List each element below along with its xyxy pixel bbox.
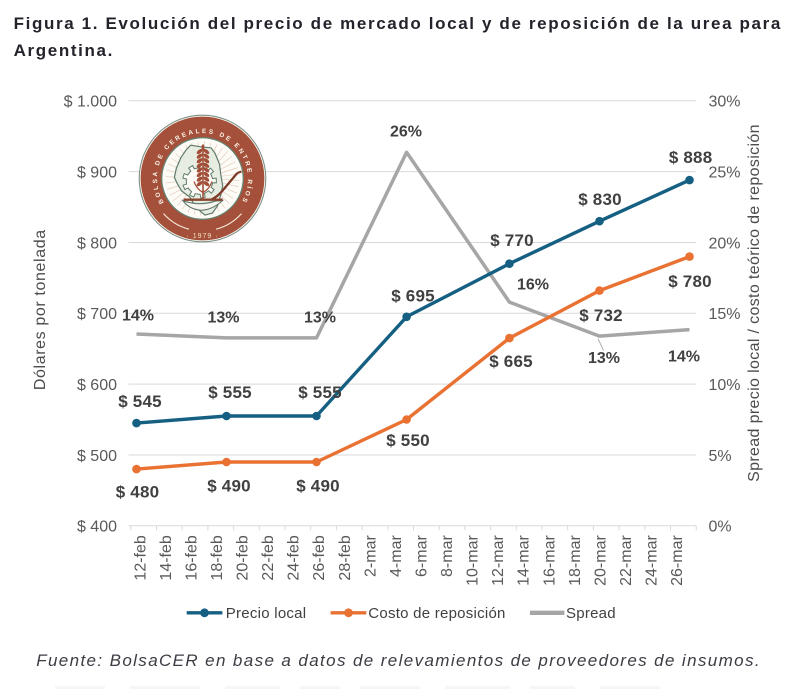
svg-text:10%: 10% — [709, 377, 741, 394]
svg-text:2-mar: 2-mar — [362, 535, 379, 577]
svg-text:20-feb: 20-feb — [235, 535, 252, 580]
svg-text:$ 500: $ 500 — [77, 448, 117, 465]
svg-text:18-feb: 18-feb — [209, 535, 226, 580]
svg-text:14%: 14% — [122, 308, 154, 325]
svg-text:5%: 5% — [709, 448, 732, 465]
svg-text:4-mar: 4-mar — [388, 535, 405, 577]
svg-text:$ 770: $ 770 — [490, 231, 534, 250]
svg-text:$ 555: $ 555 — [298, 383, 342, 402]
svg-text:26-feb: 26-feb — [311, 535, 328, 580]
svg-text:$ 550: $ 550 — [386, 431, 430, 450]
svg-text:$ 700: $ 700 — [77, 306, 117, 323]
svg-text:0%: 0% — [709, 519, 732, 536]
svg-text:13%: 13% — [304, 310, 336, 327]
svg-text:10-mar: 10-mar — [465, 535, 482, 586]
svg-text:24-mar: 24-mar — [644, 535, 661, 586]
svg-text:$ 555: $ 555 — [208, 383, 252, 402]
svg-text:$ 780: $ 780 — [668, 272, 712, 291]
svg-text:12-feb: 12-feb — [132, 535, 149, 580]
svg-text:Spread precio local / costo te: Spread precio local / costo teórico de r… — [746, 124, 763, 482]
svg-text:20-mar: 20-mar — [592, 535, 609, 586]
svg-text:· 1979 ·: · 1979 · — [186, 233, 218, 240]
svg-text:6-mar: 6-mar — [414, 535, 431, 577]
svg-text:$ 732: $ 732 — [579, 306, 623, 325]
svg-text:Dólares por tonelada: Dólares por tonelada — [32, 229, 49, 390]
svg-text:$ 490: $ 490 — [296, 477, 340, 496]
svg-text:16-feb: 16-feb — [183, 535, 200, 580]
svg-text:18-mar: 18-mar — [567, 535, 584, 586]
svg-text:$ 800: $ 800 — [77, 235, 117, 252]
svg-text:12-mar: 12-mar — [490, 535, 507, 586]
svg-text:$ 830: $ 830 — [578, 190, 622, 209]
svg-text:13%: 13% — [588, 350, 620, 367]
svg-text:$ 1.000: $ 1.000 — [64, 94, 117, 111]
svg-text:14-feb: 14-feb — [158, 535, 175, 580]
svg-text:$ 695: $ 695 — [391, 287, 435, 306]
svg-text:$ 600: $ 600 — [77, 377, 117, 394]
svg-text:$ 480: $ 480 — [116, 483, 160, 502]
svg-text:30%: 30% — [709, 94, 741, 111]
svg-text:Costo de reposición: Costo de reposición — [368, 605, 505, 622]
svg-text:26-mar: 26-mar — [669, 535, 686, 586]
svg-text:Precio local: Precio local — [226, 605, 307, 622]
svg-text:$ 665: $ 665 — [489, 352, 533, 371]
svg-text:16-mar: 16-mar — [541, 535, 558, 586]
svg-text:8-mar: 8-mar — [439, 535, 456, 577]
svg-text:22-feb: 22-feb — [260, 535, 277, 580]
svg-text:14%: 14% — [668, 349, 700, 366]
svg-text:$ 400: $ 400 — [77, 519, 117, 536]
svg-text:15%: 15% — [709, 306, 741, 323]
svg-text:20%: 20% — [709, 235, 741, 252]
svg-text:22-mar: 22-mar — [618, 535, 635, 586]
svg-text:25%: 25% — [709, 164, 741, 181]
svg-text:28-feb: 28-feb — [337, 535, 354, 580]
svg-text:$ 490: $ 490 — [207, 477, 251, 496]
svg-text:Spread: Spread — [566, 605, 616, 622]
svg-text:14-mar: 14-mar — [516, 535, 533, 586]
svg-text:13%: 13% — [207, 310, 239, 327]
svg-text:$ 888: $ 888 — [669, 148, 713, 167]
svg-text:16%: 16% — [517, 277, 549, 294]
svg-text:26%: 26% — [390, 124, 422, 141]
svg-text:$ 900: $ 900 — [77, 164, 117, 181]
svg-text:24-feb: 24-feb — [286, 535, 303, 580]
svg-text:$ 545: $ 545 — [118, 392, 162, 411]
